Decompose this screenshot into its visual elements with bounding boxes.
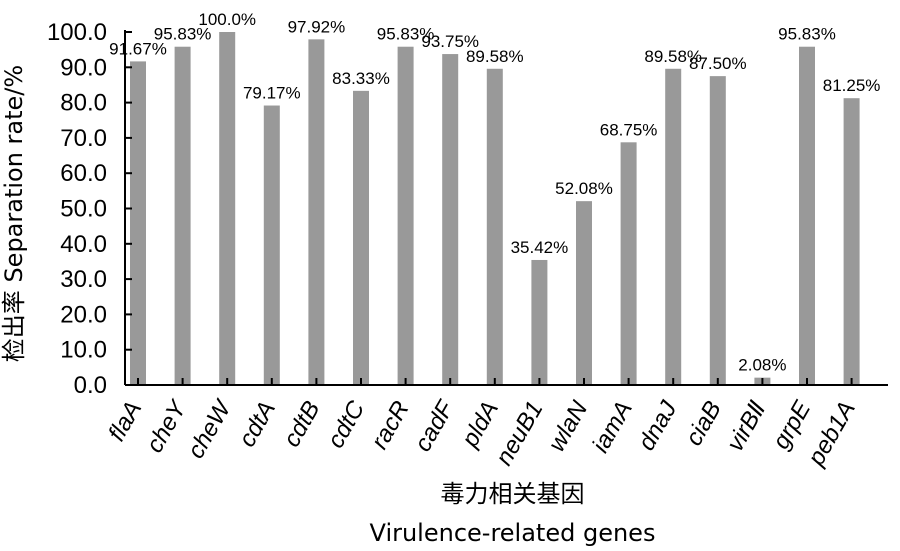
bar: [308, 39, 325, 385]
bar: [174, 46, 191, 386]
bar: [843, 98, 860, 385]
x-ticks-group: flaAcheYcheWcdtAcdtBcdtCracRcadFpldAneuB…: [103, 378, 861, 471]
y-tick-label: 30.0: [60, 266, 107, 293]
x-tick-label: cdtC: [322, 396, 370, 453]
bar: [442, 54, 459, 385]
data-labels-group: 91.67%95.83%100.0%79.17%97.92%83.33%95.8…: [109, 10, 880, 375]
data-label: 91.67%: [109, 39, 167, 58]
bar: [709, 76, 726, 385]
y-axis-title: 检出率 Separation rate/%: [0, 65, 28, 362]
bar: [263, 105, 280, 385]
x-tick-label: ciaB: [680, 397, 727, 451]
y-tick-label: 100.0: [47, 19, 107, 46]
bar: [576, 201, 592, 385]
data-label: 52.08%: [555, 179, 613, 198]
bar: [130, 61, 146, 385]
y-tick-label: 80.0: [60, 90, 107, 117]
x-axis-title-cn: 毒力相关基因: [441, 480, 585, 508]
y-tick-label: 40.0: [60, 231, 107, 258]
x-tick-label: wlaN: [543, 396, 593, 456]
y-ticks-group: 0.0 10.0 20.0 30.0 40.0 50.0 60.0 70.0 80.0 90.0 1…: [47, 19, 132, 399]
data-label: 100.0%: [198, 10, 256, 29]
x-tick-label: flaA: [103, 397, 147, 446]
bar: [353, 90, 369, 386]
data-label: 89.58%: [466, 47, 524, 66]
y-tick-label: 20.0: [60, 301, 107, 328]
x-tick-label: cadF: [409, 395, 460, 456]
data-label: 95.83%: [377, 25, 435, 44]
bar: [219, 32, 236, 385]
bar: [531, 259, 548, 385]
data-label: 93.75%: [421, 32, 479, 51]
y-tick-label: 0.0: [74, 372, 107, 399]
data-label: 95.83%: [154, 25, 212, 44]
y-tick-label: 70.0: [60, 125, 107, 152]
y-tick-label: 90.0: [60, 54, 107, 81]
bar: [397, 46, 414, 386]
data-label: 35.42%: [511, 238, 569, 257]
bar: [665, 68, 682, 386]
x-tick-label: virBⅡ: [722, 396, 772, 456]
bar: [486, 68, 503, 386]
x-tick-label: racR: [366, 397, 415, 454]
data-label: 95.83%: [778, 25, 836, 44]
data-label: 68.75%: [600, 120, 658, 139]
axes-group: [124, 30, 888, 386]
x-tick-label: cdtA: [234, 397, 281, 452]
data-label: 97.92%: [288, 17, 346, 36]
bar: [620, 142, 637, 385]
data-label: 87.50%: [689, 54, 747, 73]
data-label: 89.58%: [644, 47, 702, 66]
x-axis-title: Virulence-related genes: [370, 519, 656, 547]
data-label: 2.08%: [738, 356, 786, 375]
y-tick-label: 50.0: [60, 196, 107, 223]
bars-group: [130, 32, 860, 386]
y-tick-label: 60.0: [60, 160, 107, 187]
bar: [799, 46, 815, 386]
x-tick-label: cheW: [182, 394, 237, 463]
y-tick-label: 10.0: [60, 337, 107, 364]
data-label: 83.33%: [332, 69, 390, 88]
data-label: 81.25%: [823, 76, 881, 95]
data-label: 79.17%: [243, 84, 301, 103]
x-tick-label: dnaJ: [633, 396, 683, 455]
x-tick-label: iamA: [587, 397, 638, 458]
x-tick-label: cdtB: [278, 397, 325, 452]
